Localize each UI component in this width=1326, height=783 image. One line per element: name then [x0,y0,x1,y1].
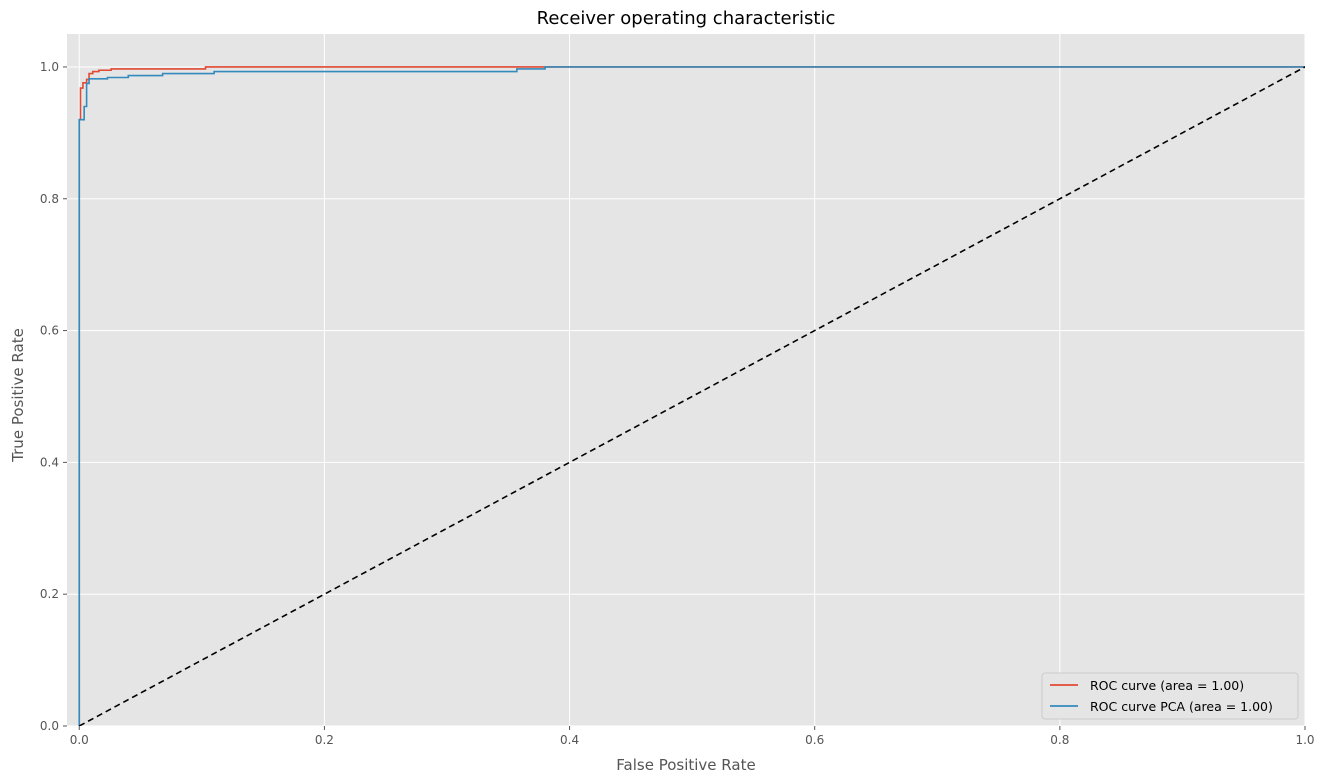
x-tick-label: 0.6 [805,733,824,747]
x-tick-label: 0.2 [315,733,334,747]
y-axis-label: True Positive Rate [9,328,27,463]
legend-box [1041,672,1299,720]
y-axis-ticks: 0.0 0.2 0.4 0.6 0.8 1.0 [40,60,67,733]
chance-diagonal-line [78,66,1305,726]
x-tick-label: 0.0 [70,733,89,747]
series-layer [78,66,1305,726]
chart-title: Receiver operating characteristic [537,8,836,29]
y-tick-label: 0.8 [40,192,59,206]
plot-area [67,34,1305,726]
y-tick-label: 0.0 [40,719,59,733]
x-tick-label: 0.8 [1050,733,1069,747]
x-axis-label: False Positive Rate [616,756,755,774]
x-tick-label: 0.4 [560,733,579,747]
x-tick-label: 1.0 [1295,733,1314,747]
x-axis-ticks: 0.0 0.2 0.4 0.6 0.8 1.0 [70,726,1315,747]
legend-label-roc-pca: ROC curve PCA (area = 1.00) [1090,699,1273,714]
y-tick-label: 1.0 [40,60,59,74]
y-tick-label: 0.6 [40,324,59,338]
roc-series-line-0 [78,66,1305,726]
legend: ROC curve (area = 1.00) ROC curve PCA (a… [1041,672,1299,720]
y-tick-label: 0.2 [40,587,59,601]
legend-label-roc: ROC curve (area = 1.00) [1090,678,1244,693]
roc-series-line-1 [78,66,1305,726]
y-tick-label: 0.4 [40,455,59,469]
